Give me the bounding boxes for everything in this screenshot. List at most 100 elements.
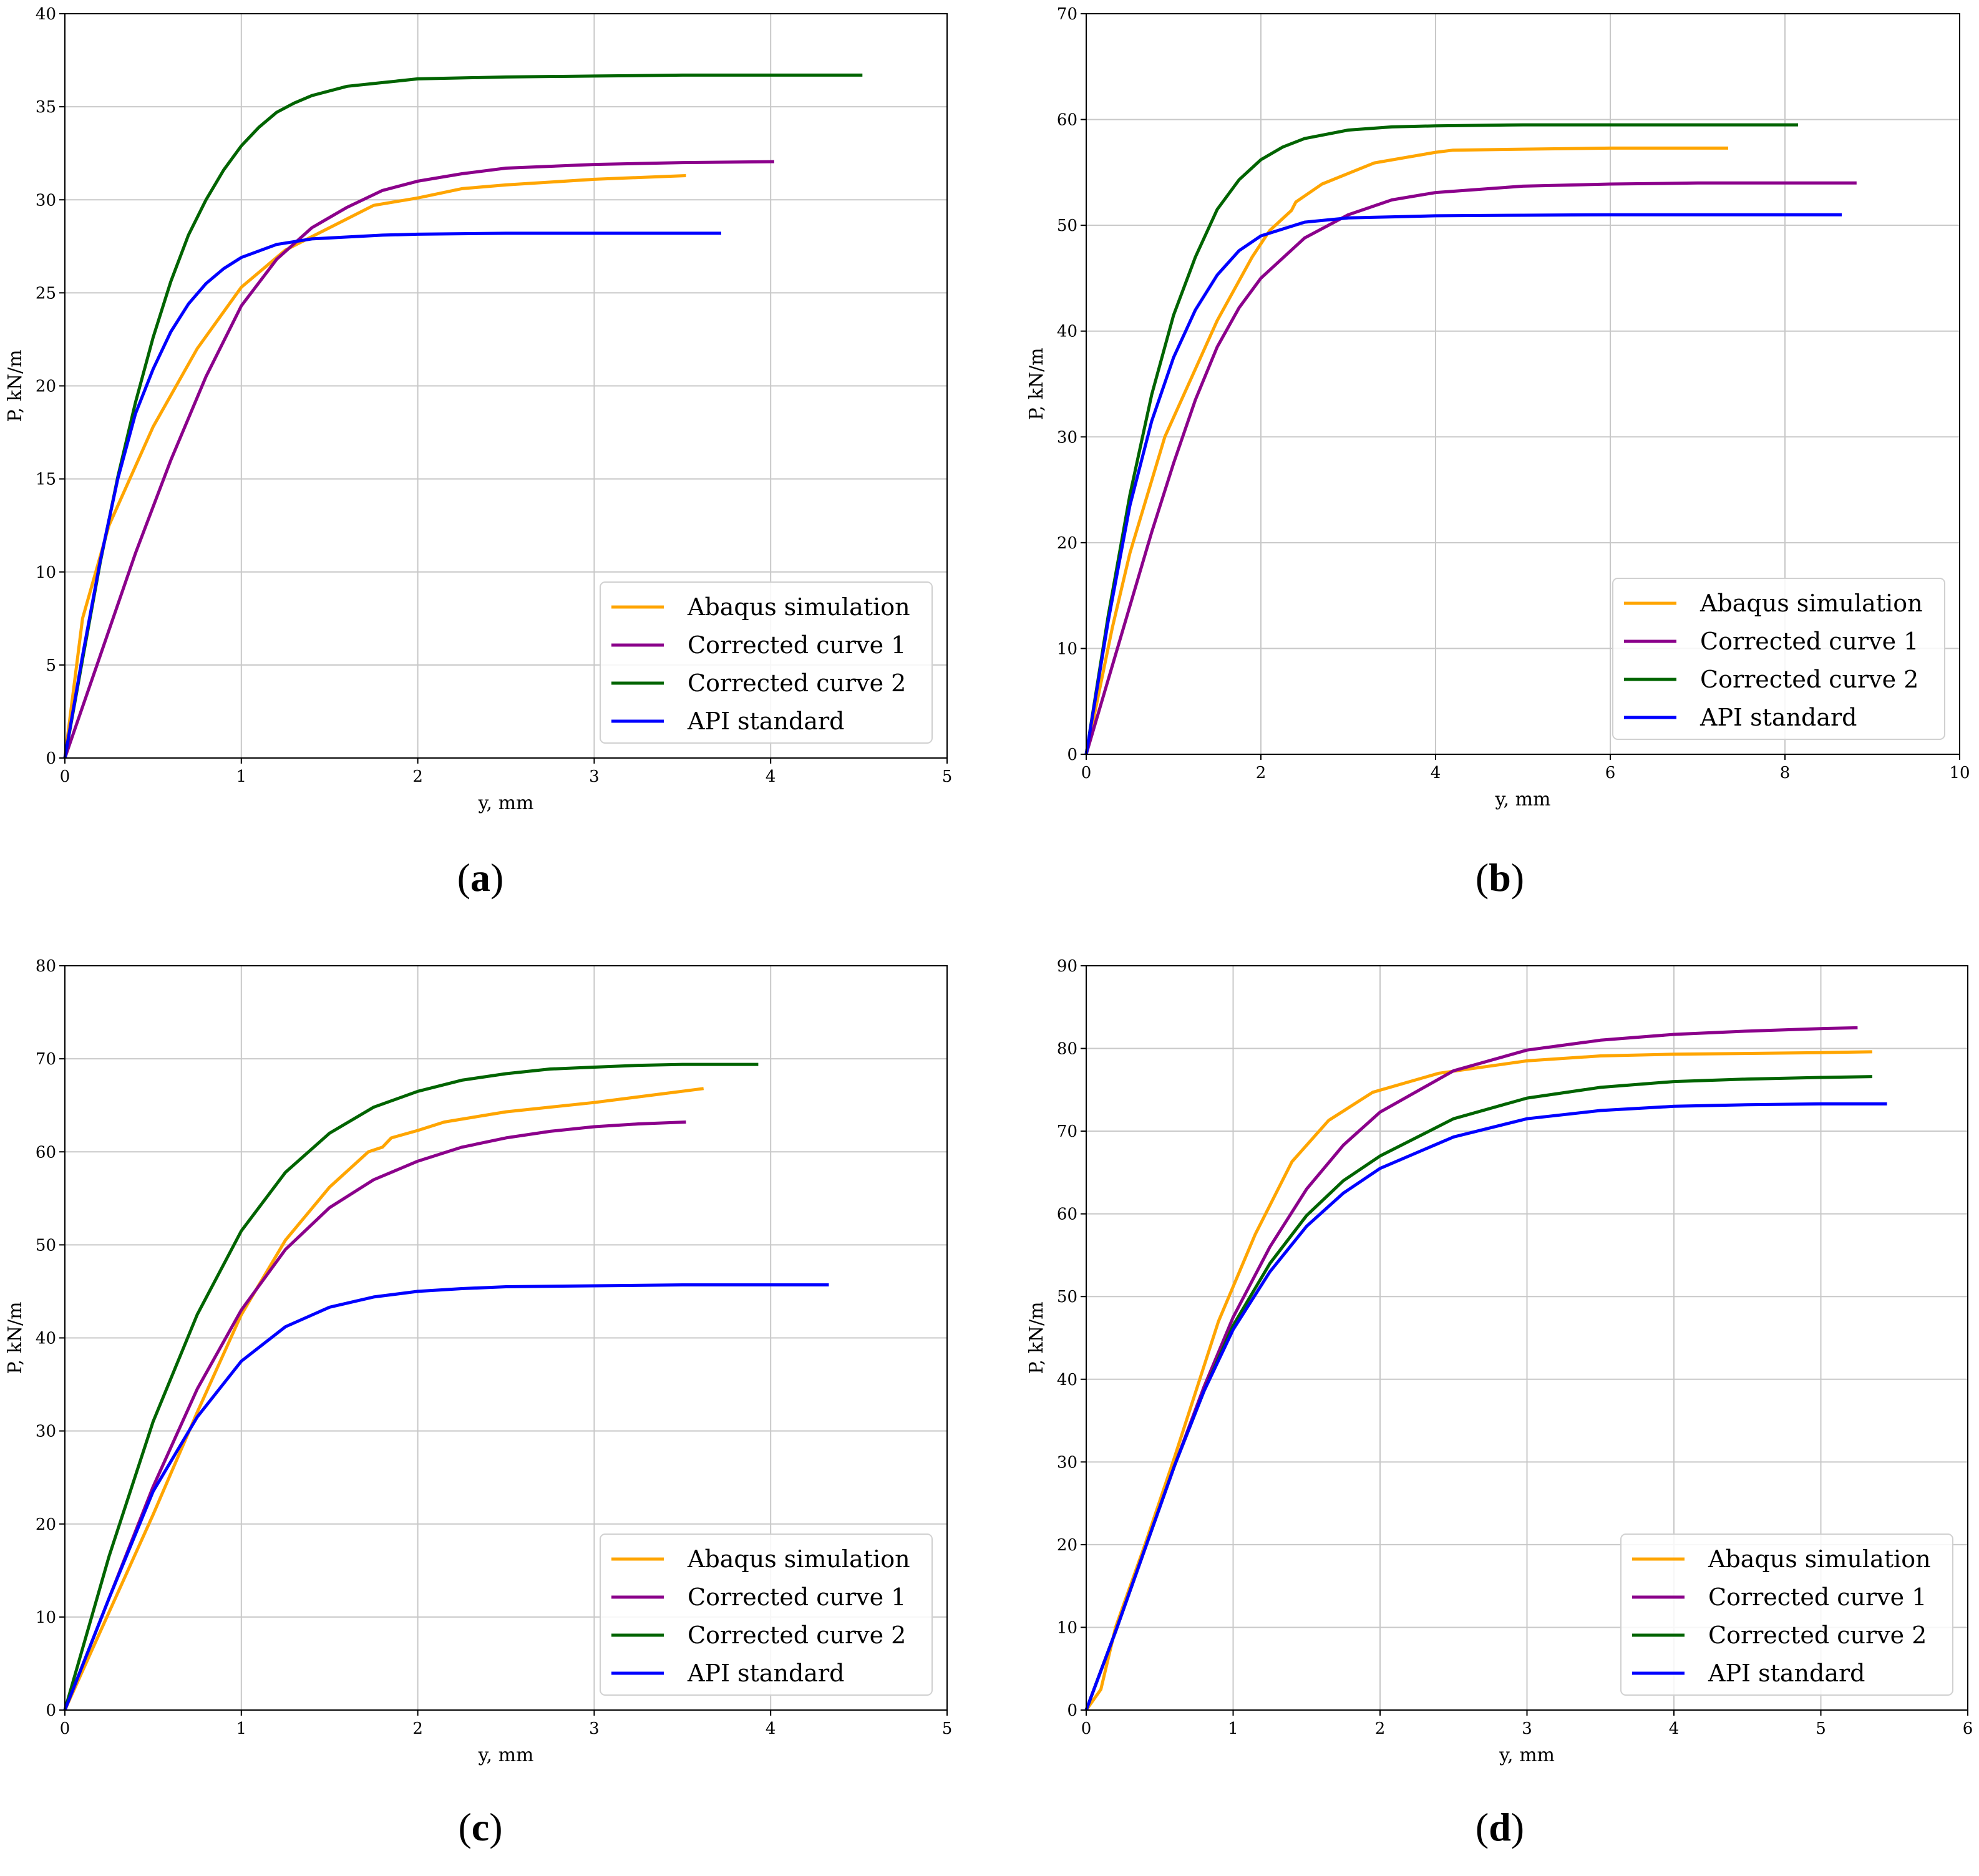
series-line-abaqus-simulation xyxy=(63,1087,704,1711)
x-tick-label: 0 xyxy=(60,767,71,786)
legend-entry-label: Corrected curve 1 xyxy=(688,631,906,659)
x-tick-label: 3 xyxy=(589,767,600,786)
y-tick-label: 5 xyxy=(46,656,56,675)
legend-entry-label: Corrected curve 2 xyxy=(688,1621,906,1649)
y-tick-label: 20 xyxy=(1057,534,1077,553)
x-tick-label: 4 xyxy=(1431,764,1441,782)
legend-entry-label: Corrected curve 2 xyxy=(1700,666,1918,693)
legend-entry-label: Corrected curve 1 xyxy=(688,1583,906,1611)
x-tick-label: 0 xyxy=(1081,1719,1092,1738)
series-line-abaqus-simulation xyxy=(1084,146,1728,755)
legend-entry-label: Abaqus simulation xyxy=(1708,1545,1931,1573)
y-tick-label: 0 xyxy=(1067,1701,1077,1720)
y-tick-label: 60 xyxy=(36,1143,56,1162)
y-tick-label: 10 xyxy=(1057,639,1077,658)
panel-label: (a) xyxy=(457,855,504,900)
x-tick-label: 10 xyxy=(1949,764,1970,782)
y-axis-label: P, kN/m xyxy=(4,349,26,422)
y-tick-label: 50 xyxy=(36,1236,56,1255)
x-tick-label: 4 xyxy=(766,767,776,786)
y-tick-label: 15 xyxy=(36,470,56,489)
legend-entry-label: Corrected curve 2 xyxy=(688,669,906,697)
y-tick-label: 80 xyxy=(36,957,56,976)
series-line-api-standard xyxy=(1084,1102,1887,1711)
legend: Abaqus simulation Corrected curve 1 Correc… xyxy=(1612,578,1945,740)
y-tick-label: 20 xyxy=(1057,1536,1077,1555)
y-tick-label: 40 xyxy=(36,5,56,24)
y-axis-label: P, kN/m xyxy=(1026,1301,1048,1374)
x-tick-label: 3 xyxy=(589,1719,600,1738)
legend-entry-label: Abaqus simulation xyxy=(687,1545,910,1573)
y-tick-label: 70 xyxy=(1057,5,1077,24)
y-tick-label: 20 xyxy=(36,377,56,396)
x-tick-label: 6 xyxy=(1605,764,1616,782)
x-axis-label: y, mm xyxy=(478,792,534,814)
x-tick-label: 1 xyxy=(1228,1719,1238,1738)
legend-box xyxy=(1620,1533,1953,1696)
legend-entry-label: Abaqus simulation xyxy=(1699,590,1923,617)
legend: Abaqus simulation Corrected curve 1 Correc… xyxy=(600,1533,933,1696)
chart-panel-b: 0 2 4 6 8 10 0 10 20 30 40 50 60 70 y, mm P, kN/m Abaqus… xyxy=(1026,5,1970,900)
y-tick-label: 60 xyxy=(1057,1205,1077,1224)
panel-label: (c) xyxy=(458,1805,502,1849)
x-tick-label: 0 xyxy=(1081,764,1092,782)
x-axis-label: y, mm xyxy=(1499,1744,1555,1766)
legend-entry-label: Corrected curve 1 xyxy=(1700,628,1918,655)
series-line-api-standard xyxy=(1084,213,1842,755)
y-tick-label: 80 xyxy=(1057,1040,1077,1059)
x-tick-label: 4 xyxy=(1669,1719,1680,1738)
y-tick-label: 40 xyxy=(36,1329,56,1348)
y-tick-label: 10 xyxy=(1057,1618,1077,1637)
y-tick-label: 20 xyxy=(36,1515,56,1534)
x-tick-label: 1 xyxy=(236,767,247,786)
panel-letter: a xyxy=(470,855,490,900)
x-tick-label: 8 xyxy=(1780,764,1791,782)
y-tick-label: 90 xyxy=(1057,957,1077,976)
legend-entry-label: Abaqus simulation xyxy=(687,593,910,621)
panel-letter: d xyxy=(1489,1805,1511,1849)
panel-label: (b) xyxy=(1476,855,1524,900)
series-line-api-standard xyxy=(63,1283,829,1711)
x-tick-label: 2 xyxy=(412,767,423,786)
series-line-corrected-curve-2 xyxy=(1084,123,1798,755)
y-tick-label: 35 xyxy=(36,98,56,117)
panel-letter: c xyxy=(472,1805,489,1849)
y-tick-label: 10 xyxy=(36,1608,56,1627)
legend-entry-label: API standard xyxy=(1699,704,1857,731)
panel-letter: b xyxy=(1489,855,1511,900)
legend-entry-label: API standard xyxy=(687,1660,844,1687)
legend-entry-label: API standard xyxy=(1708,1660,1865,1687)
y-tick-label: 0 xyxy=(46,749,56,768)
legend-entry-label: Corrected curve 1 xyxy=(1708,1583,1927,1611)
legend-box xyxy=(600,581,933,744)
y-tick-label: 25 xyxy=(36,284,56,303)
y-tick-label: 30 xyxy=(36,1422,56,1441)
series-line-corrected-curve-1 xyxy=(1084,181,1857,755)
y-tick-label: 30 xyxy=(1057,428,1077,447)
plot-frame xyxy=(1086,13,1960,755)
x-tick-label: 5 xyxy=(942,1719,953,1738)
y-tick-label: 50 xyxy=(1057,1288,1077,1306)
y-tick-label: 30 xyxy=(36,191,56,210)
x-tick-label: 5 xyxy=(1816,1719,1826,1738)
series-line-corrected-curve-1 xyxy=(63,1120,686,1711)
x-tick-label: 1 xyxy=(236,1719,247,1738)
x-tick-label: 2 xyxy=(1375,1719,1386,1738)
y-axis-label: P, kN/m xyxy=(1026,347,1048,420)
x-tick-label: 3 xyxy=(1522,1719,1532,1738)
y-tick-label: 50 xyxy=(1057,216,1077,235)
panel-label: (d) xyxy=(1476,1805,1524,1849)
legend-entry-label: Corrected curve 2 xyxy=(1708,1621,1927,1649)
y-tick-label: 0 xyxy=(46,1701,56,1720)
x-tick-label: 2 xyxy=(412,1719,423,1738)
series-line-api-standard xyxy=(63,231,721,759)
x-tick-label: 4 xyxy=(766,1719,776,1738)
chart-panel-a: 0 1 2 3 4 5 0 5 10 15 20 25 30 35 40 y, mm P, kN/m Abaqus… xyxy=(4,5,952,900)
y-tick-label: 10 xyxy=(36,563,56,582)
y-tick-label: 40 xyxy=(1057,1371,1077,1389)
x-axis-label: y, mm xyxy=(1495,789,1551,810)
y-tick-label: 70 xyxy=(36,1050,56,1069)
x-tick-label: 5 xyxy=(942,767,953,786)
